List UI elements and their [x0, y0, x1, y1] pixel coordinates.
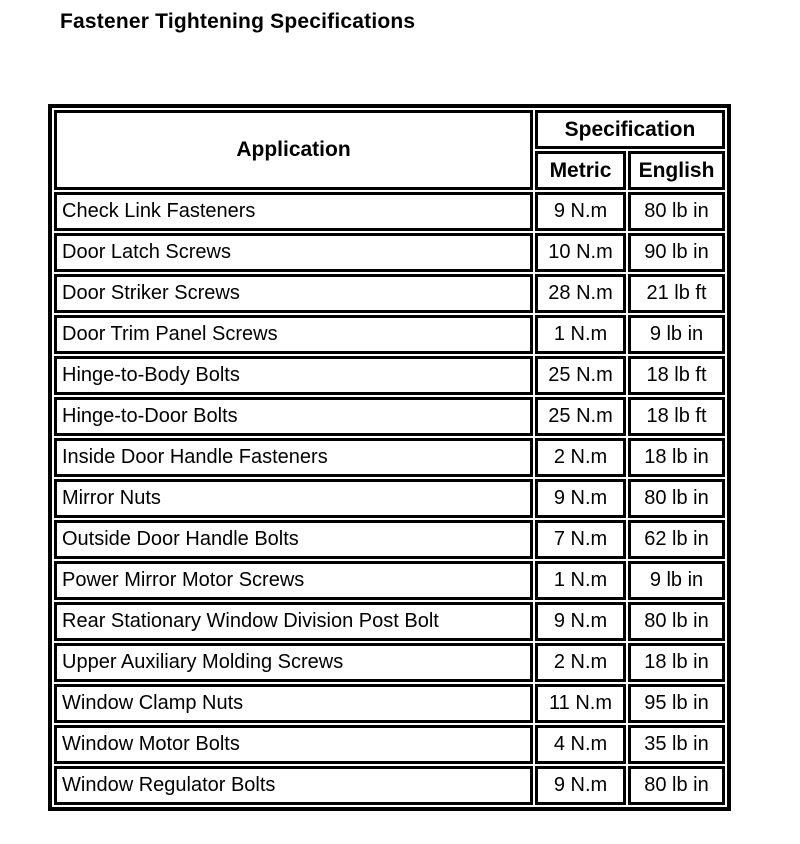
table-row: Window Clamp Nuts 11 N.m 95 lb in: [54, 684, 725, 723]
table-row: Hinge-to-Door Bolts 25 N.m 18 lb ft: [54, 397, 725, 436]
table-row: Door Trim Panel Screws 1 N.m 9 lb in: [54, 315, 725, 354]
application-cell: Window Motor Bolts: [54, 725, 533, 764]
table-row: Inside Door Handle Fasteners 2 N.m 18 lb…: [54, 438, 725, 477]
english-value-cell: 21 lb ft: [628, 274, 725, 313]
table-row: Door Latch Screws 10 N.m 90 lb in: [54, 233, 725, 272]
header-row-specification: Application Specification: [54, 110, 725, 190]
application-cell: Hinge-to-Door Bolts: [54, 397, 533, 436]
fastener-spec-table: Application Specification Metric English…: [48, 104, 731, 811]
application-cell: Door Striker Screws: [54, 274, 533, 313]
metric-value-cell: 7 N.m: [535, 520, 626, 559]
table-row: Hinge-to-Body Bolts 25 N.m 18 lb ft: [54, 356, 725, 395]
specification-header: Specification: [535, 110, 725, 149]
metric-value-cell: 9 N.m: [535, 766, 626, 805]
table-row: Power Mirror Motor Screws 1 N.m 9 lb in: [54, 561, 725, 600]
application-cell: Upper Auxiliary Molding Screws: [54, 643, 533, 682]
english-value-cell: 18 lb ft: [628, 397, 725, 436]
spec-table-body: Check Link Fasteners 9 N.m 80 lb in Door…: [54, 192, 725, 805]
english-value-cell: 9 lb in: [628, 561, 725, 600]
english-value-cell: 80 lb in: [628, 766, 725, 805]
table-row: Mirror Nuts 9 N.m 80 lb in: [54, 479, 725, 518]
page-title: Fastener Tightening Specifications: [60, 10, 416, 33]
metric-value-cell: 2 N.m: [535, 438, 626, 477]
english-value-cell: 35 lb in: [628, 725, 725, 764]
english-value-cell: 80 lb in: [628, 602, 725, 641]
english-value-cell: 80 lb in: [628, 192, 725, 231]
application-cell: Rear Stationary Window Division Post Bol…: [54, 602, 533, 641]
english-value-cell: 95 lb in: [628, 684, 725, 723]
application-cell: Power Mirror Motor Screws: [54, 561, 533, 600]
application-header: Application: [54, 110, 533, 190]
english-value-cell: 80 lb in: [628, 479, 725, 518]
metric-value-cell: 25 N.m: [535, 397, 626, 436]
spec-table-head: Application Specification Metric English: [54, 110, 725, 190]
application-cell: Window Regulator Bolts: [54, 766, 533, 805]
metric-value-cell: 9 N.m: [535, 479, 626, 518]
table-row: Window Motor Bolts 4 N.m 35 lb in: [54, 725, 725, 764]
metric-value-cell: 9 N.m: [535, 602, 626, 641]
english-value-cell: 62 lb in: [628, 520, 725, 559]
metric-value-cell: 28 N.m: [535, 274, 626, 313]
metric-value-cell: 9 N.m: [535, 192, 626, 231]
table-row: Check Link Fasteners 9 N.m 80 lb in: [54, 192, 725, 231]
metric-value-cell: 4 N.m: [535, 725, 626, 764]
english-value-cell: 18 lb ft: [628, 356, 725, 395]
application-cell: Check Link Fasteners: [54, 192, 533, 231]
english-value-cell: 90 lb in: [628, 233, 725, 272]
table-row: Outside Door Handle Bolts 7 N.m 62 lb in: [54, 520, 725, 559]
application-cell: Door Latch Screws: [54, 233, 533, 272]
application-cell: Door Trim Panel Screws: [54, 315, 533, 354]
english-header: English: [628, 151, 725, 190]
metric-value-cell: 1 N.m: [535, 315, 626, 354]
header-row-units: Metric English: [54, 151, 725, 190]
metric-value-cell: 2 N.m: [535, 643, 626, 682]
english-value-cell: 9 lb in: [628, 315, 725, 354]
metric-header: Metric: [535, 151, 626, 190]
table-row: Door Striker Screws 28 N.m 21 lb ft: [54, 274, 725, 313]
metric-value-cell: 11 N.m: [535, 684, 626, 723]
application-cell: Outside Door Handle Bolts: [54, 520, 533, 559]
metric-value-cell: 10 N.m: [535, 233, 626, 272]
english-value-cell: 18 lb in: [628, 438, 725, 477]
application-cell: Window Clamp Nuts: [54, 684, 533, 723]
metric-value-cell: 25 N.m: [535, 356, 626, 395]
english-value-cell: 18 lb in: [628, 643, 725, 682]
table-row: Rear Stationary Window Division Post Bol…: [54, 602, 725, 641]
application-cell: Hinge-to-Body Bolts: [54, 356, 533, 395]
table-row: Window Regulator Bolts 9 N.m 80 lb in: [54, 766, 725, 805]
table-row: Upper Auxiliary Molding Screws 2 N.m 18 …: [54, 643, 725, 682]
application-cell: Mirror Nuts: [54, 479, 533, 518]
metric-value-cell: 1 N.m: [535, 561, 626, 600]
application-cell: Inside Door Handle Fasteners: [54, 438, 533, 477]
